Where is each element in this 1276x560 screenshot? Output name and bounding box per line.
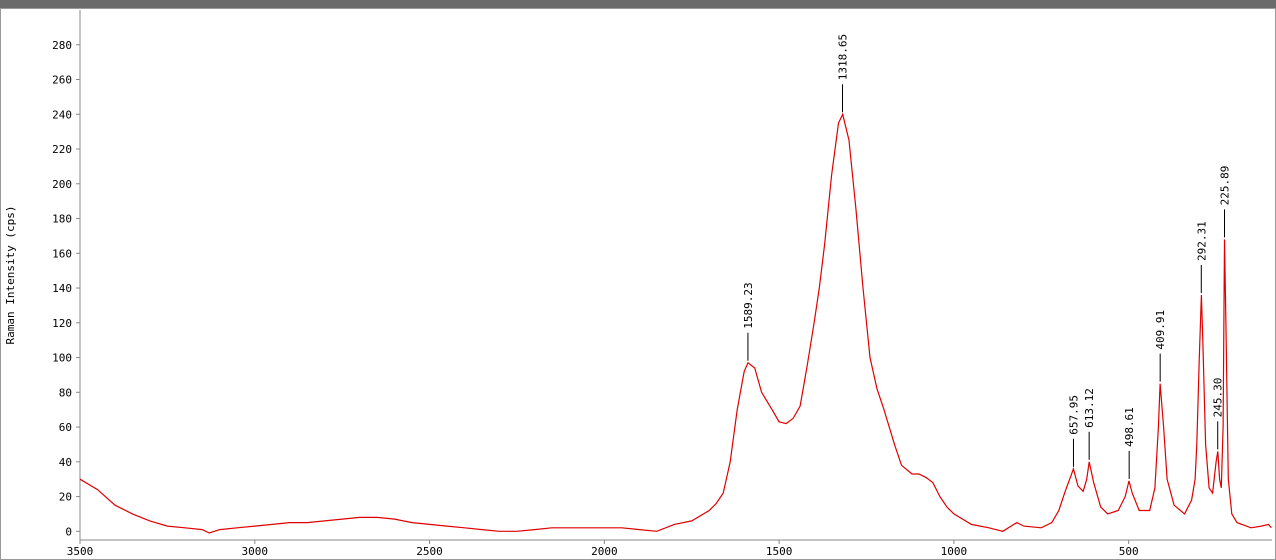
- x-tick-label: 3000: [242, 545, 269, 558]
- y-tick-label: 60: [59, 421, 72, 434]
- x-tick-label: 2000: [591, 545, 618, 558]
- y-tick-label: 120: [52, 317, 72, 330]
- peak-label: 657.95: [1067, 395, 1080, 435]
- y-tick-label: 20: [59, 491, 72, 504]
- y-tick-label: 80: [59, 386, 72, 399]
- y-axis-label: Raman Intensity (cps): [4, 205, 17, 344]
- y-tick-label: 160: [52, 247, 72, 260]
- peak-label: 225.89: [1218, 166, 1231, 206]
- y-tick-label: 0: [65, 525, 72, 538]
- x-tick-label: 2500: [416, 545, 443, 558]
- x-tick-label: 500: [1119, 545, 1139, 558]
- window-bar: [0, 0, 1276, 8]
- peak-label: 1589.23: [742, 282, 755, 328]
- y-tick-label: 180: [52, 213, 72, 226]
- y-tick-label: 260: [52, 74, 72, 87]
- y-tick-label: 240: [52, 108, 72, 121]
- spectrum-line: [79, 112, 1272, 534]
- y-tick-label: 220: [52, 143, 72, 156]
- peak-label: 498.61: [1123, 407, 1136, 447]
- y-tick-label: 140: [52, 282, 72, 295]
- peak-label: 613.12: [1083, 388, 1096, 428]
- frame: [0, 8, 1276, 560]
- y-tick-label: 280: [52, 39, 72, 52]
- y-tick-label: 200: [52, 178, 72, 191]
- peak-label: 292.31: [1195, 221, 1208, 261]
- x-tick-label: 1000: [941, 545, 968, 558]
- y-tick-label: 100: [52, 352, 72, 365]
- peak-label: 245.30: [1212, 378, 1225, 418]
- x-tick-label: 3500: [67, 545, 94, 558]
- peak-label: 1318.65: [837, 34, 850, 80]
- peak-label: 409.91: [1154, 310, 1167, 350]
- y-tick-label: 40: [59, 456, 72, 469]
- x-tick-label: 1500: [766, 545, 793, 558]
